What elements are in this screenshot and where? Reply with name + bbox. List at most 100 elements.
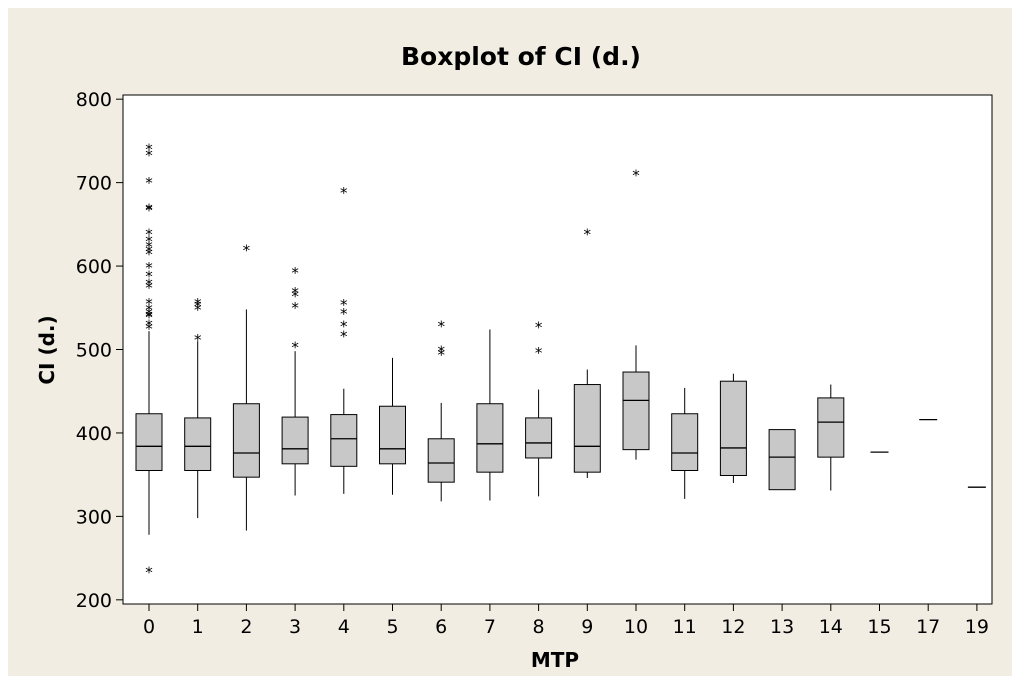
iqr-box [184,417,212,471]
iqr-box [135,413,163,471]
box-group: * [622,166,650,460]
outlier-point: * [340,327,348,345]
outlier-point: * [291,299,299,317]
y-tick-label: 400 [76,423,112,445]
outlier-point: * [340,317,348,335]
outlier-point: * [145,259,153,277]
outlier-point: * [145,242,153,260]
box-group: ***** [330,184,358,494]
x-tick-label: 19 [965,616,989,638]
outlier-point: * [145,307,153,325]
y-tick-label: 300 [76,506,112,528]
box-series: ****************************************… [135,141,986,582]
x-tick-label: 11 [673,616,697,638]
outlier-point: * [632,166,640,184]
outlier-point: * [437,317,445,335]
outlier-point: * [145,146,153,164]
outlier-point: * [291,284,299,302]
x-tick-label: 4 [338,616,350,638]
box-group [817,384,845,491]
outlier-point: * [340,184,348,202]
iqr-box [379,405,406,465]
outlier-point: * [145,246,153,264]
x-tick-label: 7 [484,616,496,638]
iqr-box [573,384,601,473]
outlier-point: * [145,305,153,323]
x-tick-label: 17 [916,616,940,638]
outlier-point: * [145,201,153,219]
x-tick-label: 14 [819,616,843,638]
iqr-box [427,438,455,483]
x-tick-label: 10 [624,616,648,638]
outlier-point: * [194,297,202,315]
box-group [379,357,406,495]
box-group: ***** [281,264,309,496]
outlier-point: * [437,346,445,364]
box-group: ** [525,318,553,497]
y-tick-label: 600 [76,256,112,278]
outlier-point: * [145,301,153,319]
box-group [719,373,747,484]
outlier-point: * [243,242,251,260]
outlier-point: * [437,343,445,361]
box-group: * [573,226,601,479]
plot-area [122,94,993,605]
iqr-box [232,403,260,478]
iqr-box [671,413,699,471]
iqr-box [330,414,358,467]
y-tick-label: 700 [76,173,112,195]
outlier-point: * [340,296,348,314]
box-group: * [232,242,260,531]
outlier-point: * [145,238,153,256]
outlier-point: * [194,331,202,349]
outlier-point: * [291,264,299,282]
outlier-point: * [145,564,153,582]
x-axis: 0 1 2 3 4 5 6 7 8 9 10 11 12 13 14 15 17 19 [143,604,989,638]
box-group: ********************** [135,141,163,582]
outlier-point: * [194,295,202,313]
outlier-point: * [584,226,592,244]
x-axis-label: MTP [531,648,579,672]
outlier-point: * [145,232,153,250]
x-tick-label: 2 [240,616,252,638]
iqr-box [768,429,796,491]
y-axis-label: CI (d.) [35,315,59,384]
box-group: **** [184,295,212,519]
outlier-point: * [145,317,153,335]
x-tick-label: 5 [386,616,398,638]
box-group: *** [427,317,455,502]
outlier-point: * [535,344,543,362]
outlier-point: * [145,308,153,326]
box-group [671,387,699,499]
outlier-point: * [194,301,202,319]
box-group [768,429,796,491]
y-axis: 200 300 400 500 600 700 800 [76,89,123,612]
x-tick-label: 12 [721,616,745,638]
outlier-point: * [145,226,153,244]
iqr-box [817,397,845,458]
x-tick-label: 1 [192,616,204,638]
outlier-point: * [145,320,153,338]
iqr-box [525,417,553,459]
x-tick-label: 9 [581,616,593,638]
outlier-point: * [340,305,348,323]
chart-title: Boxplot of CI (d.) [401,42,641,71]
x-tick-label: 15 [867,616,891,638]
x-tick-label: 6 [435,616,447,638]
box-group [476,329,504,501]
outlier-point: * [291,287,299,305]
x-tick-label: 0 [143,616,155,638]
x-tick-label: 8 [533,616,545,638]
x-tick-label: 13 [770,616,794,638]
outlier-point: * [145,201,153,219]
outlier-point: * [145,295,153,313]
iqr-box [281,416,309,465]
y-tick-label: 800 [76,89,112,111]
y-tick-label: 200 [76,590,112,612]
outlier-point: * [291,338,299,356]
x-tick-label: 3 [289,616,301,638]
iqr-box [476,403,504,473]
outlier-point: * [145,267,153,285]
